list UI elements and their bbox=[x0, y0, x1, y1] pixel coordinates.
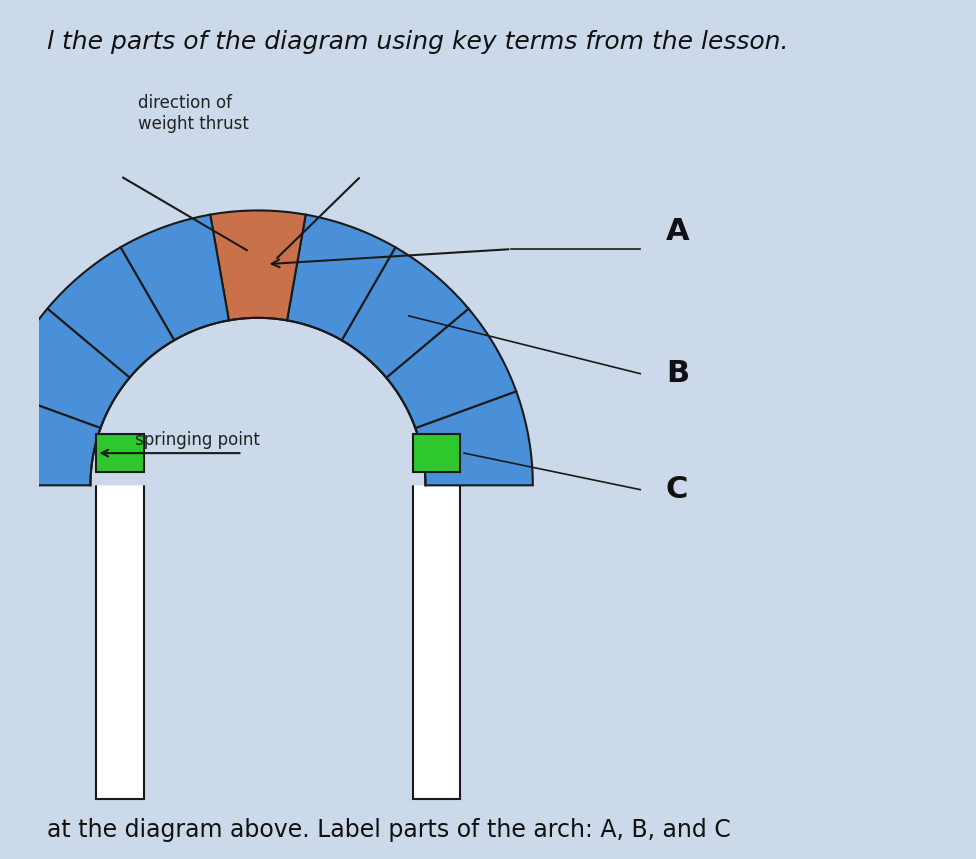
Text: l the parts of the diagram using key terms from the lesson.: l the parts of the diagram using key ter… bbox=[48, 30, 789, 54]
Bar bbox=[143, 434, 413, 799]
Text: direction of
weight thrust: direction of weight thrust bbox=[138, 94, 249, 133]
Polygon shape bbox=[416, 392, 533, 485]
Polygon shape bbox=[342, 247, 468, 378]
Polygon shape bbox=[386, 308, 516, 428]
Text: at the diagram above. Label parts of the arch: A, B, and C: at the diagram above. Label parts of the… bbox=[48, 818, 731, 842]
Polygon shape bbox=[48, 247, 174, 378]
Bar bbox=[413, 434, 460, 472]
Polygon shape bbox=[210, 210, 305, 320]
Polygon shape bbox=[120, 215, 228, 340]
Text: C: C bbox=[666, 475, 688, 504]
Bar bbox=[413, 472, 460, 799]
Bar bbox=[97, 434, 143, 472]
Polygon shape bbox=[0, 308, 130, 428]
Text: springing point: springing point bbox=[135, 431, 260, 448]
Text: B: B bbox=[666, 359, 689, 388]
Polygon shape bbox=[287, 215, 395, 340]
Polygon shape bbox=[0, 392, 101, 485]
Text: A: A bbox=[666, 217, 690, 247]
Wedge shape bbox=[91, 318, 426, 485]
Bar bbox=[97, 472, 143, 799]
